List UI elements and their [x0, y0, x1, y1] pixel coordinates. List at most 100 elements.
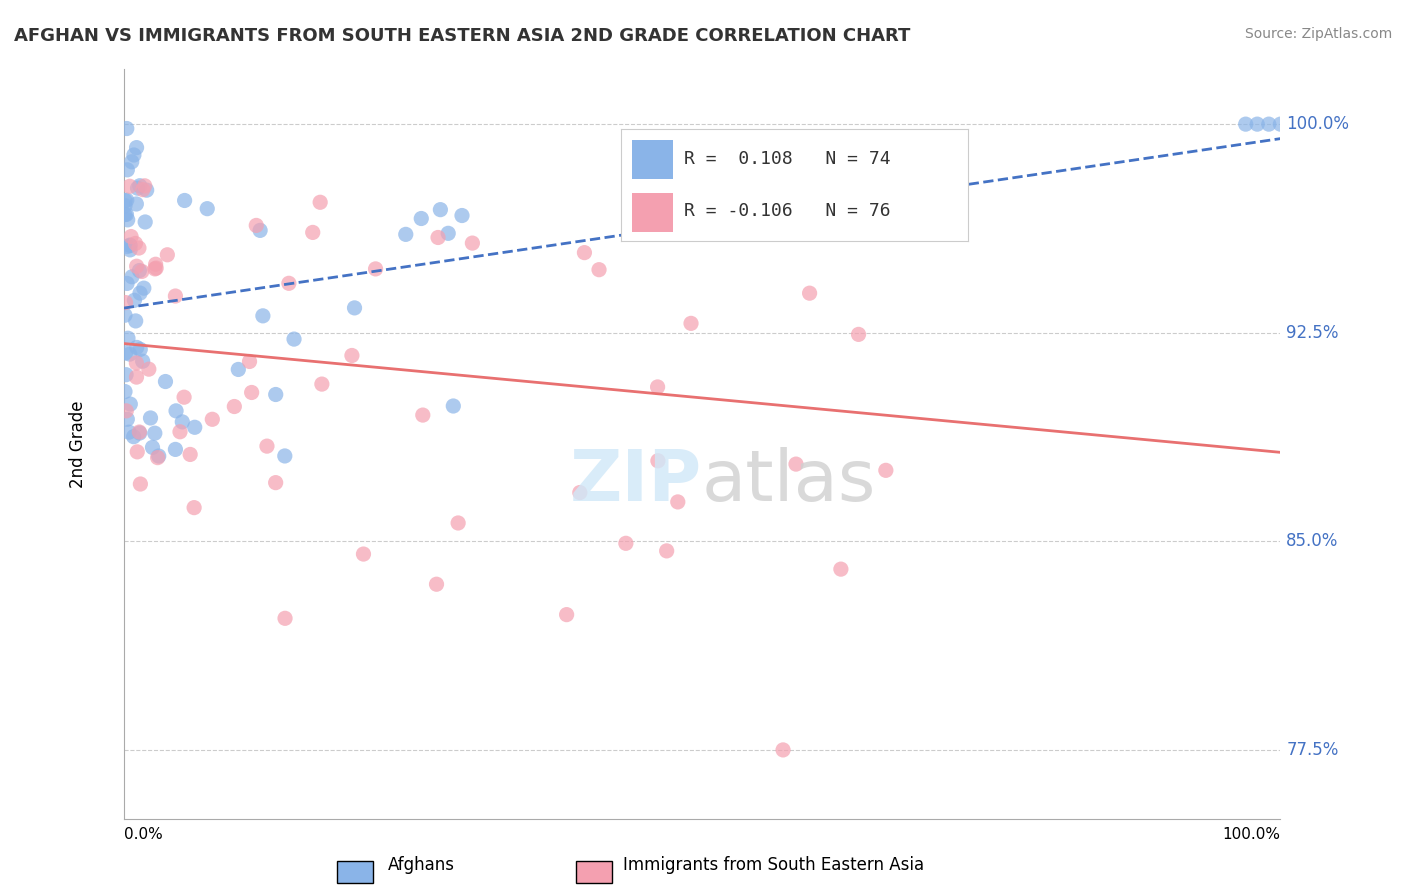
Point	[141, 441, 163, 455]
Point	[201, 412, 224, 426]
Point	[866, 214, 889, 228]
Point	[875, 463, 897, 477]
Point	[179, 447, 201, 461]
Point	[165, 289, 187, 303]
Point	[121, 154, 143, 169]
Point	[395, 227, 418, 242]
Point	[437, 227, 460, 241]
Point	[114, 295, 136, 310]
Point	[115, 368, 138, 382]
Point	[118, 425, 141, 440]
Point	[146, 450, 169, 465]
Point	[131, 264, 153, 278]
Point	[125, 197, 148, 211]
Point	[1246, 117, 1268, 131]
Point	[568, 485, 591, 500]
Text: 2nd Grade: 2nd Grade	[69, 401, 87, 488]
Point	[364, 261, 387, 276]
Point	[412, 408, 434, 422]
Point	[122, 430, 145, 444]
Point	[155, 375, 177, 389]
Point	[588, 262, 610, 277]
Point	[118, 238, 141, 252]
Point	[127, 181, 149, 195]
Point	[655, 544, 678, 558]
Point	[451, 209, 474, 223]
Point	[277, 277, 299, 291]
Point	[118, 347, 141, 361]
Text: 85.0%: 85.0%	[1286, 533, 1339, 550]
Point	[114, 208, 136, 222]
Point	[145, 261, 167, 276]
Point	[134, 215, 156, 229]
Point	[125, 356, 148, 370]
Text: 100.0%: 100.0%	[1222, 827, 1281, 842]
Point	[120, 238, 142, 252]
Point	[441, 399, 464, 413]
Point	[129, 477, 152, 491]
Point	[134, 178, 156, 193]
Point	[309, 195, 332, 210]
Point	[125, 341, 148, 355]
Point	[555, 607, 578, 622]
Point	[799, 286, 821, 301]
Text: atlas: atlas	[702, 447, 876, 516]
Point	[127, 445, 149, 459]
Text: Source: ZipAtlas.com: Source: ZipAtlas.com	[1244, 27, 1392, 41]
Point	[679, 317, 702, 331]
Point	[165, 442, 187, 457]
Point	[249, 223, 271, 237]
Point	[353, 547, 375, 561]
Point	[114, 194, 136, 208]
Point	[124, 236, 146, 251]
Point	[128, 263, 150, 277]
Point	[129, 343, 152, 357]
Point	[132, 281, 155, 295]
Text: ZIP: ZIP	[569, 447, 702, 516]
Point	[447, 516, 470, 530]
Point	[120, 229, 142, 244]
Text: 92.5%: 92.5%	[1286, 324, 1339, 342]
Point	[115, 121, 138, 136]
Point	[120, 243, 142, 257]
Text: Afghans: Afghans	[388, 856, 456, 874]
Point	[425, 577, 447, 591]
Point	[690, 219, 713, 234]
Point	[115, 207, 138, 221]
Point	[114, 384, 136, 399]
Point	[183, 420, 205, 434]
Text: 0.0%: 0.0%	[124, 827, 163, 842]
Point	[848, 327, 870, 342]
Point	[245, 219, 267, 233]
Point	[125, 259, 148, 273]
Point	[128, 425, 150, 439]
Point	[169, 425, 191, 439]
Point	[115, 277, 138, 291]
Point	[830, 216, 852, 230]
Point	[135, 183, 157, 197]
Point	[264, 475, 287, 490]
Point	[132, 183, 155, 197]
Point	[785, 457, 807, 471]
Point	[647, 380, 669, 394]
Point	[256, 439, 278, 453]
Point	[311, 377, 333, 392]
Point	[128, 425, 150, 440]
Point	[195, 202, 218, 216]
Text: Immigrants from South Eastern Asia: Immigrants from South Eastern Asia	[623, 856, 924, 874]
Point	[427, 230, 450, 244]
Point	[343, 301, 366, 315]
Point	[125, 314, 148, 328]
Point	[830, 562, 852, 576]
Point	[128, 241, 150, 255]
Point	[1234, 117, 1257, 131]
Point	[183, 500, 205, 515]
Point	[165, 404, 187, 418]
Point	[139, 411, 162, 425]
Point	[574, 245, 596, 260]
Point	[148, 449, 170, 463]
Point	[156, 248, 179, 262]
Point	[114, 308, 136, 322]
Point	[173, 390, 195, 404]
Text: AFGHAN VS IMMIGRANTS FROM SOUTH EASTERN ASIA 2ND GRADE CORRELATION CHART: AFGHAN VS IMMIGRANTS FROM SOUTH EASTERN …	[14, 27, 911, 45]
